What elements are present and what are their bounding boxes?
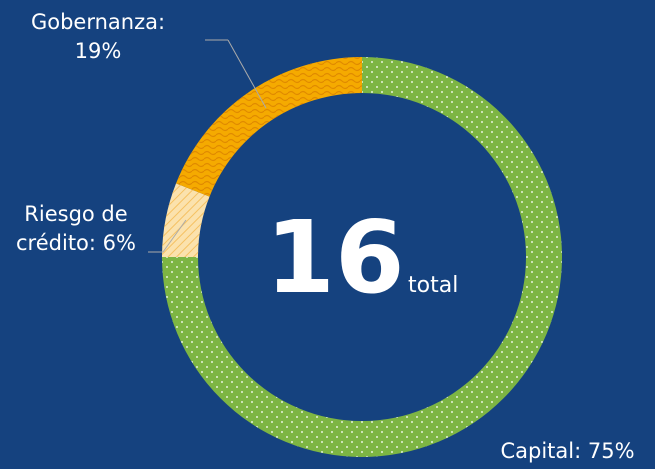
slice-label: Riesgo de crédito: 6% <box>16 202 136 255</box>
slice-label: Gobernanza: 19% <box>30 10 166 63</box>
total-value: 16 <box>265 199 404 316</box>
leader-line <box>162 219 187 253</box>
slice-label: Capital: 75% <box>500 439 635 463</box>
slice-texture <box>176 57 362 197</box>
leader-line <box>227 39 267 109</box>
total-label: total <box>408 273 458 298</box>
